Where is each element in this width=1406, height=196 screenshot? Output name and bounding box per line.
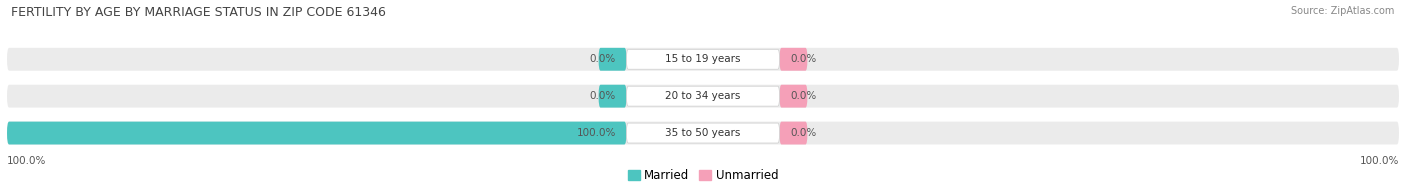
FancyBboxPatch shape [627, 49, 779, 69]
FancyBboxPatch shape [779, 122, 807, 144]
FancyBboxPatch shape [7, 48, 1399, 71]
Text: 100.0%: 100.0% [576, 128, 616, 138]
FancyBboxPatch shape [627, 86, 779, 106]
FancyBboxPatch shape [7, 122, 627, 144]
Text: 100.0%: 100.0% [1360, 156, 1399, 166]
Text: 0.0%: 0.0% [790, 91, 817, 101]
FancyBboxPatch shape [599, 85, 627, 108]
FancyBboxPatch shape [7, 85, 1399, 108]
Text: 0.0%: 0.0% [790, 128, 817, 138]
FancyBboxPatch shape [779, 85, 807, 108]
Legend: Married, Unmarried: Married, Unmarried [628, 169, 778, 182]
Text: FERTILITY BY AGE BY MARRIAGE STATUS IN ZIP CODE 61346: FERTILITY BY AGE BY MARRIAGE STATUS IN Z… [11, 6, 387, 19]
Text: 15 to 19 years: 15 to 19 years [665, 54, 741, 64]
Text: Source: ZipAtlas.com: Source: ZipAtlas.com [1291, 6, 1395, 16]
FancyBboxPatch shape [599, 48, 627, 71]
FancyBboxPatch shape [779, 48, 807, 71]
Text: 0.0%: 0.0% [589, 54, 616, 64]
FancyBboxPatch shape [7, 122, 1399, 144]
FancyBboxPatch shape [627, 123, 779, 143]
Text: 100.0%: 100.0% [7, 156, 46, 166]
Text: 35 to 50 years: 35 to 50 years [665, 128, 741, 138]
Text: 20 to 34 years: 20 to 34 years [665, 91, 741, 101]
Text: 0.0%: 0.0% [589, 91, 616, 101]
Text: 0.0%: 0.0% [790, 54, 817, 64]
